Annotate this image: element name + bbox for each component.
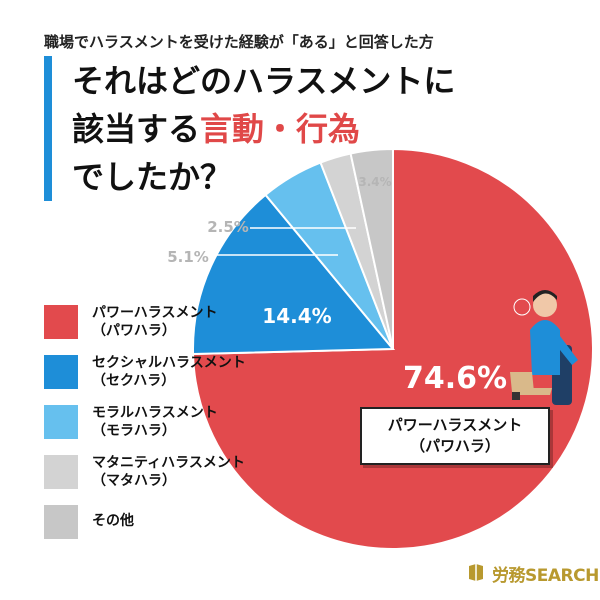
title-line-1: それはどのハラスメントに	[72, 62, 456, 100]
title-accent-bar	[44, 56, 52, 201]
title-accent: 言動・行為	[200, 110, 361, 148]
pie-slice-other	[349, 147, 394, 350]
data-label-sexual: 14.4%	[262, 304, 331, 328]
data-label-other: 3.4%	[358, 175, 391, 189]
legend-item-sexual: セクシャルハラスメント （セクハラ）	[44, 355, 274, 389]
legend-swatch	[44, 405, 78, 439]
title-prefix: 該当する	[72, 110, 201, 148]
legend-swatch	[44, 455, 78, 489]
legend-label: セクシャルハラスメント （セクハラ）	[92, 355, 246, 389]
legend-label: その他	[92, 513, 134, 529]
title-line-3: でしたか？	[72, 158, 233, 196]
legend-item-moral: モラルハラスメント （モラハラ）	[44, 405, 274, 439]
person-illustration	[510, 290, 578, 405]
legend-swatch	[44, 355, 78, 389]
title-line-2: 該当する言動・行為	[72, 104, 360, 150]
data-label-moral: 5.1%	[167, 248, 209, 266]
legend-item-other: その他	[44, 505, 274, 539]
legend-label: モラルハラスメント （モラハラ）	[92, 405, 218, 439]
callout-box: パワーハラスメント （パワハラ）	[360, 407, 550, 465]
brand-name: 労務SEARCH	[492, 566, 599, 586]
legend-label: マタニティハラスメント （マタハラ）	[92, 455, 245, 489]
legend-swatch	[44, 505, 78, 539]
legend-item-power: パワーハラスメント （パワハラ）	[44, 305, 274, 339]
legend-swatch	[44, 305, 78, 339]
data-label-power: 74.6%	[403, 361, 507, 396]
legend-item-maternity: マタニティハラスメント （マタハラ）	[44, 455, 274, 489]
brand-mark-icon	[469, 564, 483, 581]
pie-slice-sexual	[192, 193, 396, 356]
data-label-maternity: 2.5%	[207, 218, 249, 236]
subtitle: 職場でハラスメントを受けた経験が「ある」と回答した方	[44, 33, 434, 51]
legend-label: パワーハラスメント （パワハラ）	[92, 305, 218, 339]
